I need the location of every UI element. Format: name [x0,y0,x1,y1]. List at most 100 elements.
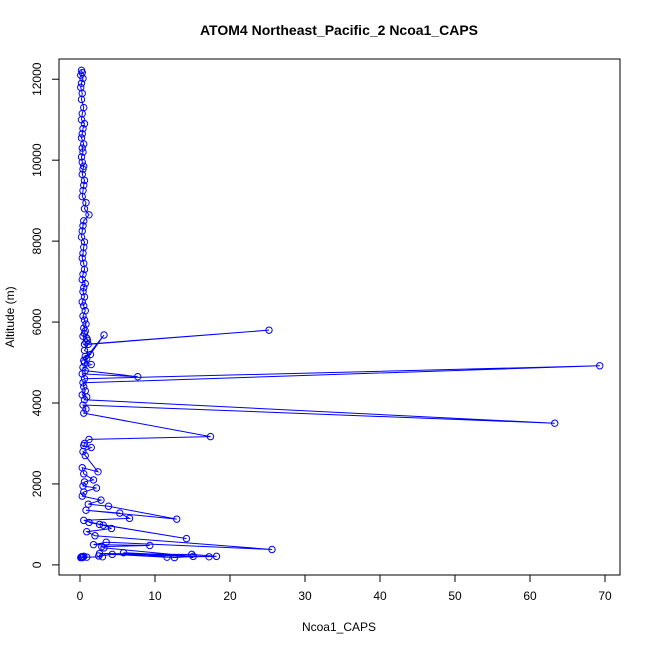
chart-title: ATOM4 Northeast_Pacific_2 Ncoa1_CAPS [200,22,478,38]
data-point [95,520,104,529]
data-point [189,552,197,561]
data-point [77,553,86,561]
x-tick-label: 10 [148,589,162,603]
data-point [79,332,87,340]
data-point [80,383,88,391]
data-point [80,470,88,478]
data-point [80,217,88,225]
data-point [78,391,86,399]
data-point [79,222,87,230]
data-point [80,396,89,404]
data-point [206,432,215,441]
x-tick-label: 40 [373,589,387,603]
data-point [78,298,86,306]
y-tick-label: 0 [30,561,44,568]
x-axis: 0 10 20 30 40 50 60 70 [77,574,612,603]
data-point [79,312,87,320]
data-point [82,405,90,413]
data-point [87,443,95,452]
data-point [79,270,87,279]
data-point [79,249,87,257]
data-point [104,502,113,510]
data-point [78,370,86,378]
data-point [80,238,89,246]
x-tick-label: 60 [523,589,537,603]
data-point [78,254,86,262]
data-point [87,360,95,369]
x-tick-label: 30 [298,589,312,603]
data-point [78,130,86,138]
data-point [83,527,91,536]
data-point [81,279,89,288]
y-tick-label: 8000 [30,227,44,254]
data-point [79,165,87,173]
data-point [79,74,87,83]
data-point [182,534,191,543]
data-point [265,326,273,334]
data-point [188,550,196,559]
data-point [84,340,92,349]
data-point [79,447,87,456]
data-point [95,552,103,560]
data-point [82,506,90,514]
data-point [80,205,89,213]
data-point [85,518,93,527]
x-tick-label: 70 [598,589,612,603]
data-point [119,549,128,557]
data-point [79,379,87,387]
data-point [80,409,88,417]
data-point [596,362,604,370]
x-tick-label: 20 [223,589,237,603]
data-point [80,302,88,310]
data-point [77,95,86,104]
data-point [80,358,89,367]
data-point [125,514,134,523]
data-point [80,293,89,301]
data-point [81,451,89,460]
data-point [80,478,89,486]
x-tick-label: 50 [448,589,462,603]
y-tick-label: 2000 [30,470,44,497]
y-tick-label: 6000 [30,308,44,335]
data-point [99,521,107,529]
data-point [79,288,87,296]
y-tick-label: 4000 [30,389,44,416]
data-point [170,553,179,562]
data-point [77,153,86,161]
data-point [80,375,89,383]
data-point [205,553,213,561]
data-point [78,144,86,152]
data-point [77,79,86,87]
data-point [100,544,108,552]
data-point [78,158,86,166]
data-point [146,541,154,550]
x-tick-label: 0 [77,589,84,603]
data-point [80,176,89,185]
data-point [107,524,116,533]
data-point [78,192,86,201]
data-point [268,545,276,554]
data-point [89,540,98,549]
data-point [80,488,88,496]
data-point [98,553,107,561]
plot-frame [58,58,621,576]
data-point [80,316,89,324]
data-point [80,162,88,170]
y-axis: 0 2000 4000 6000 8000 10000 12000 [30,62,60,568]
data-point [212,552,221,561]
data-point [116,509,124,517]
data-point [163,553,171,561]
series-layer [77,66,604,562]
data-point [551,419,559,427]
data-point [108,550,116,559]
y-axis-label: Altitude (m) [3,286,17,347]
data-point [78,492,86,500]
x-axis-label: Ncoa1_CAPS [302,620,376,634]
data-point [85,435,93,444]
data-point [85,211,93,219]
data-point [80,283,88,292]
data-point [100,331,108,339]
data-point [94,468,102,476]
data-point [79,124,87,133]
